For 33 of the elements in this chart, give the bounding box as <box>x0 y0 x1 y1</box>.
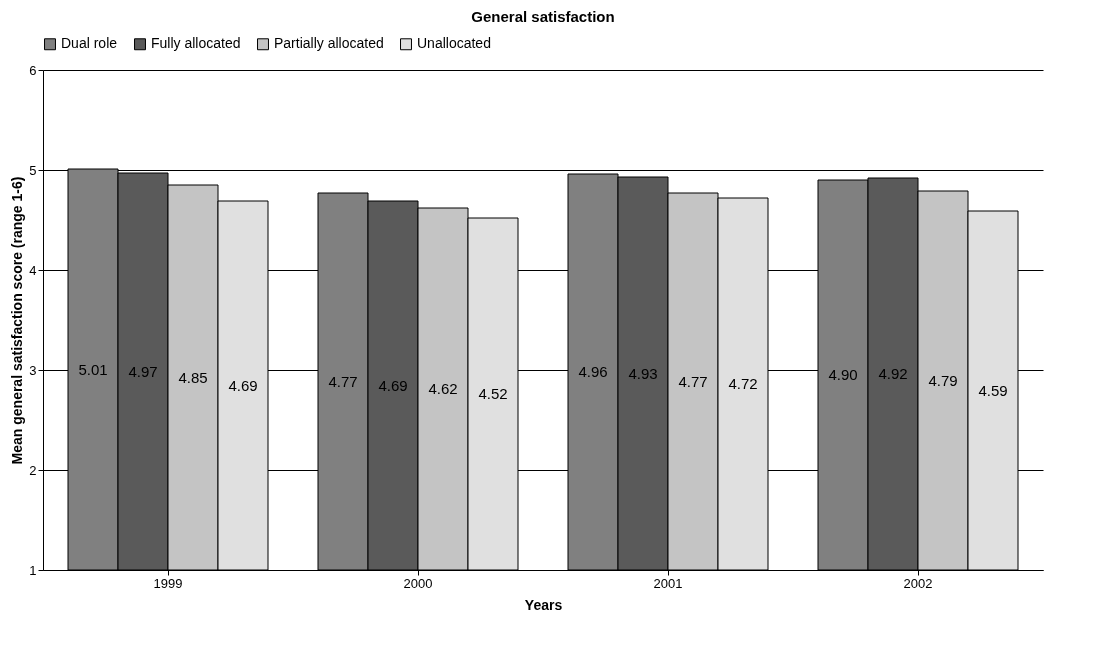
data-label: 4.62 <box>428 380 458 397</box>
legend-label: Dual role <box>61 35 118 52</box>
data-label: 4.92 <box>878 365 908 382</box>
legend-label: Partially allocated <box>274 35 384 52</box>
chart-title: General satisfaction <box>471 8 615 25</box>
y-tick-label: 2 <box>29 462 37 478</box>
y-axis-title: Mean general satisfaction score (range 1-6) <box>9 176 26 465</box>
data-label: 4.85 <box>178 368 208 386</box>
x-tick-label: 2000 <box>403 575 433 591</box>
data-label: 4.59 <box>978 381 1008 399</box>
x-tick-label: 1999 <box>153 575 183 591</box>
data-label: 4.69 <box>378 376 408 394</box>
y-tick-label: 5 <box>29 162 37 178</box>
legend-label: Unallocated <box>417 35 491 52</box>
data-label: 4.69 <box>228 376 258 394</box>
data-label: 4.72 <box>728 375 758 392</box>
x-tick-label: 2002 <box>903 575 933 591</box>
data-label: 5.01 <box>78 360 108 378</box>
data-label: 4.52 <box>478 385 508 402</box>
legend-label: Fully allocated <box>151 35 241 52</box>
x-axis-title: Years <box>524 596 563 613</box>
data-label: 4.77 <box>678 372 708 390</box>
y-tick-label: 4 <box>29 262 37 278</box>
data-label: 4.93 <box>628 364 658 382</box>
data-label: 4.96 <box>578 363 608 380</box>
data-label: 4.79 <box>928 371 958 389</box>
y-tick-label: 3 <box>29 362 37 378</box>
data-label: 4.77 <box>328 372 358 390</box>
x-tick-label: 2001 <box>653 575 683 591</box>
y-tick-label: 6 <box>29 62 37 78</box>
y-tick-label: 1 <box>29 562 37 578</box>
data-label: 4.97 <box>128 362 158 380</box>
data-label: 4.90 <box>828 366 858 383</box>
